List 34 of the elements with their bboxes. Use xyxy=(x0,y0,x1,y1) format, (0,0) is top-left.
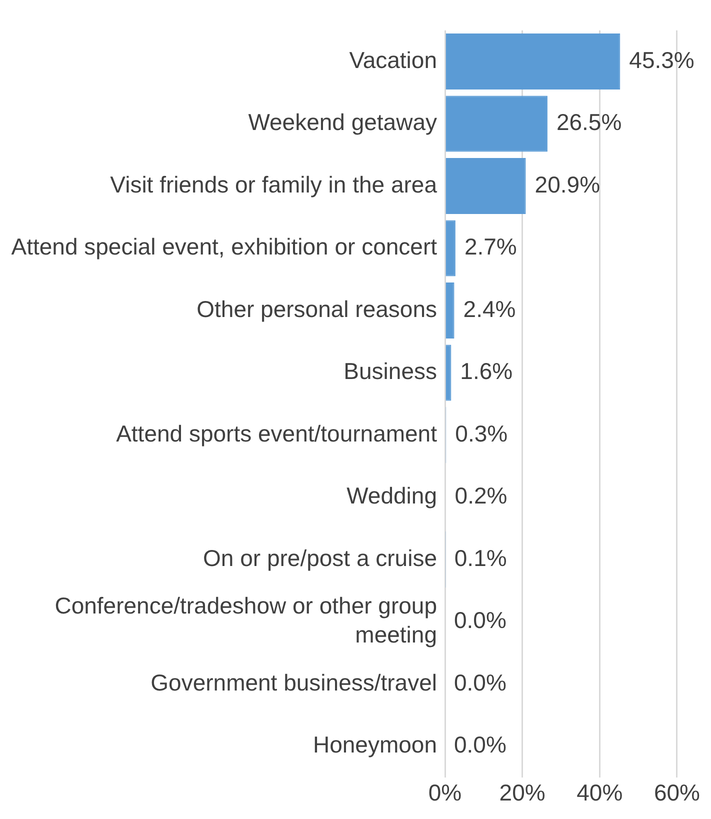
data-label: 1.6% xyxy=(460,358,513,384)
y-tick-label: Conference/tradeshow or other group meeting xyxy=(54,592,437,648)
bar xyxy=(446,282,454,339)
y-tick-label: Other personal reasons xyxy=(196,296,437,322)
x-tick-label: 60% xyxy=(654,780,700,806)
y-tick-label: On or pre/post a cruise xyxy=(203,544,437,571)
bar xyxy=(446,344,452,401)
x-tick-label: 0% xyxy=(428,780,462,806)
y-tick-label: Wedding xyxy=(346,482,437,509)
y-tick-label: Vacation xyxy=(349,46,437,73)
x-tick-label: 20% xyxy=(499,780,546,806)
y-tick-label: Attend sports event/tournament xyxy=(116,420,438,446)
data-label: 2.7% xyxy=(464,234,517,260)
data-label: 0.3% xyxy=(455,420,508,446)
bar xyxy=(446,96,548,152)
y-tick-label: Visit friends or family in the area xyxy=(110,171,438,198)
data-label: 0.0% xyxy=(454,669,506,696)
data-label: 0.0% xyxy=(454,732,506,758)
data-label: 0.2% xyxy=(454,482,508,509)
bar xyxy=(446,33,620,90)
bar xyxy=(446,220,456,276)
data-label: 2.4% xyxy=(463,296,516,322)
data-label: 20.9% xyxy=(534,171,600,198)
y-tick-label: Attend special event, exhibition or concert xyxy=(11,234,438,260)
data-label: 0.1% xyxy=(454,544,507,571)
y-tick-label: Government business/travel xyxy=(150,669,437,696)
bar xyxy=(446,158,526,214)
data-label: 26.5% xyxy=(556,109,622,136)
x-tick-label: 40% xyxy=(576,780,623,806)
y-tick-label: Business xyxy=(344,358,437,384)
data-label: 0.0% xyxy=(454,607,506,634)
y-tick-label: Honeymoon xyxy=(312,732,437,758)
y-tick-label: Weekend getaway xyxy=(248,109,438,136)
data-label: 45.3% xyxy=(629,46,694,73)
